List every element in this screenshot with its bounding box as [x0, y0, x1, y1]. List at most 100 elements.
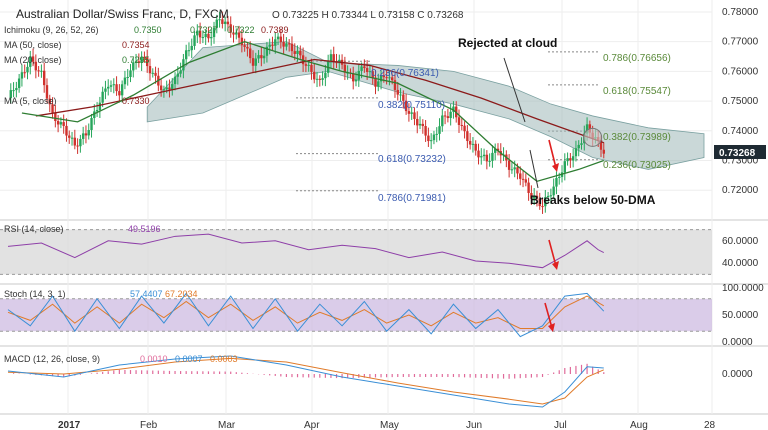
candle-body: [424, 126, 427, 136]
candle-body: [363, 66, 366, 69]
candle-body: [262, 55, 266, 59]
candle-body: [555, 177, 558, 187]
x-tick-label: Mar: [218, 420, 236, 430]
candle-body: [26, 66, 29, 73]
candle-body: [93, 111, 96, 119]
candle-body: [168, 87, 171, 90]
candle-body: [257, 55, 260, 59]
candle-body: [293, 51, 296, 54]
candle-body: [452, 106, 455, 112]
candle-body: [466, 131, 469, 142]
x-tick-label: 2017: [58, 420, 81, 430]
candle-body: [56, 121, 60, 125]
candle-body: [173, 76, 177, 85]
candle-body: [477, 150, 480, 158]
candle-body: [212, 27, 216, 38]
candle-body: [87, 130, 90, 136]
candle-body: [249, 48, 252, 59]
candle-body: [20, 72, 24, 79]
candle-body: [438, 126, 441, 134]
candle-body: [137, 61, 141, 63]
candle-body: [45, 85, 49, 99]
candle-body: [574, 148, 578, 157]
candle-body: [315, 78, 319, 80]
candle-body: [480, 156, 483, 158]
candle-body: [379, 75, 383, 82]
annotation-rejected: Rejected at cloud: [458, 36, 557, 50]
fib-label-0236-a: 0.236(0.73025): [603, 160, 671, 171]
candle-body: [165, 87, 168, 90]
legend-ma5-label: MA (5, close): [4, 96, 57, 106]
legend-ma20-label: MA (20, close): [4, 55, 62, 65]
fib-label-0236-b: 0.236(0.76341): [371, 68, 439, 79]
macd-line: [7, 355, 604, 408]
candle-body: [427, 135, 430, 142]
stoch-panel: [0, 292, 712, 338]
candle-body: [443, 115, 447, 117]
candle-body: [332, 54, 335, 62]
candle-body: [527, 182, 530, 193]
legend-ma5-value: 0.7330: [122, 96, 150, 106]
candle-body: [307, 64, 310, 66]
candle-body: [416, 118, 419, 126]
annotation-breaks: Breaks below 50-DMA: [530, 193, 656, 207]
candle-body: [23, 72, 26, 74]
candle-body: [251, 58, 255, 66]
macd-value-2: 0.0007: [175, 354, 203, 364]
candle-body: [549, 195, 553, 197]
x-tick-label: Aug: [630, 420, 648, 430]
candle-body: [544, 197, 547, 207]
candle-body: [12, 90, 15, 92]
candle-body: [70, 137, 74, 139]
candle-body: [296, 50, 299, 54]
candle-body: [215, 19, 218, 28]
candle-body: [196, 30, 199, 36]
fib-label-0618-a: 0.618(0.75547): [603, 86, 671, 97]
legend-ma20-value: 0.7295: [122, 55, 150, 65]
candle-body: [463, 125, 466, 132]
candle-body: [207, 33, 210, 39]
candle-body: [421, 123, 425, 127]
stoch-tick-label: 100.0000: [722, 283, 764, 294]
candle-body: [385, 77, 388, 79]
rsi-tick-label: 40.0000: [722, 258, 759, 269]
legend-ma50-value: 0.7354: [122, 40, 150, 50]
candle-body: [496, 148, 500, 152]
candle-body: [15, 88, 18, 91]
candle-body: [48, 98, 51, 105]
candle-body: [42, 70, 46, 86]
candle-body: [338, 59, 341, 63]
candle-body: [410, 112, 413, 114]
candle-body: [374, 77, 377, 87]
fib-label-0618-b: 0.618(0.73232): [378, 154, 446, 165]
candle-body: [530, 192, 533, 199]
macd-label: MACD (12, 26, close, 9): [4, 354, 100, 364]
candle-body: [104, 88, 107, 92]
candle-body: [129, 70, 132, 78]
candle-body: [148, 66, 152, 74]
candle-body: [90, 118, 93, 131]
candle-body: [126, 77, 129, 79]
candle-body: [558, 176, 561, 178]
fib-label-0382-a: 0.382(0.73989): [603, 132, 671, 143]
candle-body: [210, 37, 213, 39]
fib-label-0382-b: 0.382(0.75110): [378, 100, 445, 111]
candle-body: [193, 35, 196, 46]
candle-body: [491, 152, 494, 161]
macd-tick-label: 0.0000: [722, 369, 753, 380]
candle-body: [413, 112, 416, 119]
candle-body: [388, 77, 391, 79]
breaks-pointer-line: [529, 149, 539, 189]
candle-body: [352, 73, 355, 82]
candle-body: [182, 59, 185, 71]
candle-body: [265, 46, 269, 56]
candle-body: [577, 144, 580, 149]
red-arrow-price: [548, 139, 557, 169]
candle-body: [9, 90, 12, 99]
candle-body: [519, 173, 522, 179]
candle-body: [488, 160, 491, 162]
red-arrowhead-stoch: [548, 323, 555, 332]
candle-body: [371, 71, 374, 78]
candle-body: [176, 73, 180, 77]
